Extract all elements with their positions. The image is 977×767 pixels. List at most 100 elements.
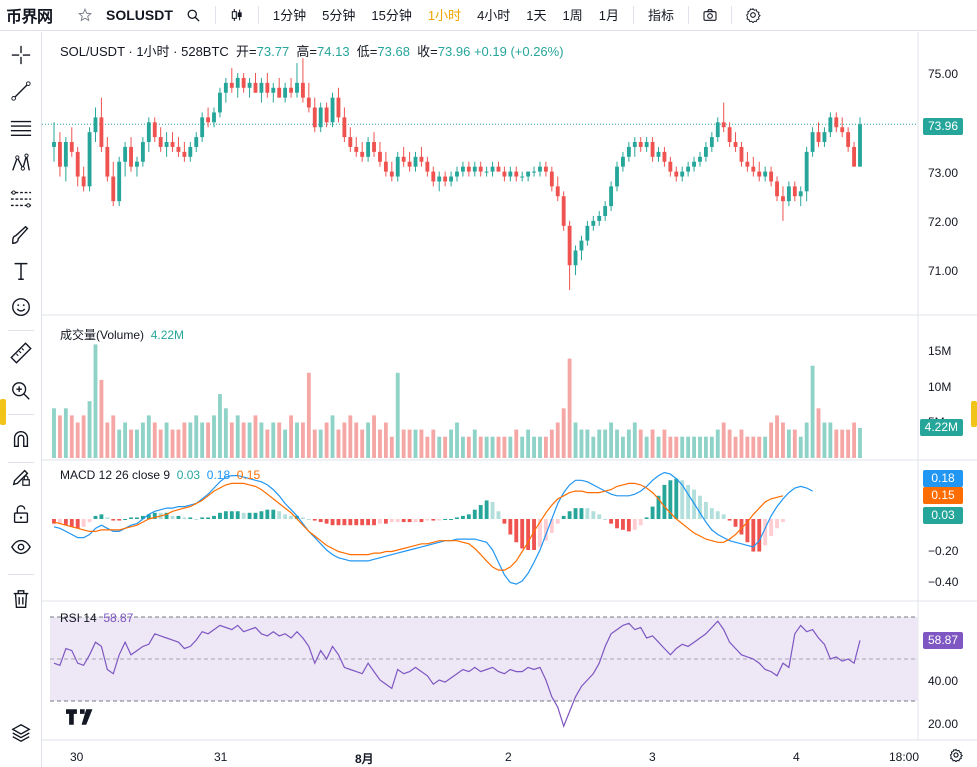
macd-histogram-bar bbox=[366, 519, 371, 526]
volume-bar bbox=[751, 436, 756, 458]
macd-histogram-bar bbox=[63, 519, 68, 526]
candle-body bbox=[306, 97, 311, 108]
macd-histogram-bar bbox=[763, 519, 768, 546]
macd-label: MACD 12 26 close 9 bbox=[60, 468, 171, 482]
candle-style-icon[interactable] bbox=[222, 0, 252, 31]
candle-body bbox=[312, 107, 317, 128]
eye-icon[interactable] bbox=[6, 532, 36, 562]
candle-body bbox=[526, 171, 531, 177]
emoji-icon[interactable] bbox=[6, 292, 36, 322]
candle-body bbox=[200, 117, 205, 138]
candle-body bbox=[123, 146, 128, 162]
volume-bar bbox=[472, 429, 477, 458]
rsi-value: 58.87 bbox=[103, 611, 134, 625]
macd-histogram-bar bbox=[662, 484, 667, 519]
macd-histogram-bar bbox=[709, 508, 714, 519]
candle-body bbox=[146, 122, 151, 143]
candle-body bbox=[792, 186, 797, 197]
pattern-tool-icon[interactable] bbox=[6, 148, 36, 178]
macd-histogram-bar bbox=[69, 519, 74, 527]
volume-bar bbox=[75, 422, 80, 458]
volume-bar bbox=[721, 422, 726, 458]
favorite-star-icon[interactable] bbox=[70, 0, 100, 31]
interval-5m[interactable]: 5分钟 bbox=[322, 7, 356, 23]
macd-histogram-bar bbox=[585, 508, 590, 519]
candle-body bbox=[484, 171, 489, 173]
tradingview-logo[interactable] bbox=[66, 708, 94, 731]
axis-settings-gear-icon[interactable] bbox=[944, 744, 968, 766]
candle-body bbox=[668, 161, 673, 172]
candle-body bbox=[680, 171, 685, 177]
trash-icon[interactable] bbox=[6, 584, 36, 614]
macd-histogram-bar bbox=[621, 519, 625, 530]
candle-body bbox=[609, 186, 614, 207]
macd-histogram-bar bbox=[757, 519, 762, 552]
volume-bar bbox=[58, 415, 62, 458]
volume-bar bbox=[283, 429, 288, 458]
zoom-in-icon[interactable] bbox=[6, 376, 36, 406]
expand-panel-handle[interactable] bbox=[971, 401, 977, 427]
toolbar-divider bbox=[8, 462, 34, 463]
macd-histogram-bar bbox=[656, 495, 661, 519]
magnet-icon[interactable] bbox=[6, 424, 36, 454]
macd-axis-label: −0.20 bbox=[928, 544, 959, 558]
text-tool-icon[interactable] bbox=[6, 256, 36, 286]
horizontal-lines-icon[interactable] bbox=[6, 112, 36, 142]
object-tree-icon[interactable] bbox=[6, 718, 36, 748]
crosshair-icon[interactable] bbox=[6, 40, 36, 70]
search-icon[interactable] bbox=[179, 0, 209, 31]
volume-bar bbox=[632, 422, 637, 458]
macd-histogram-bar bbox=[644, 517, 649, 519]
macd-histogram-bar bbox=[461, 515, 465, 519]
camera-icon[interactable] bbox=[695, 0, 725, 31]
brush-icon[interactable] bbox=[6, 220, 36, 250]
candle-body bbox=[218, 92, 222, 113]
volume-bar bbox=[852, 422, 856, 458]
candle-body bbox=[739, 146, 744, 162]
indicators-button[interactable]: 指标 bbox=[648, 7, 675, 23]
volume-bar bbox=[561, 408, 566, 458]
macd-histogram-bar bbox=[58, 519, 62, 524]
interval-1w[interactable]: 1周 bbox=[562, 7, 583, 23]
interval-1mo[interactable]: 1月 bbox=[598, 7, 619, 23]
interval-1d[interactable]: 1天 bbox=[526, 7, 547, 23]
unlock-icon[interactable] bbox=[6, 499, 36, 529]
macd-histogram-bar bbox=[271, 509, 276, 519]
macd-histogram-bar bbox=[609, 519, 614, 524]
volume-bar bbox=[348, 415, 353, 458]
drawing-toolbar bbox=[0, 32, 42, 767]
candle-body bbox=[692, 161, 696, 167]
volume-bar bbox=[698, 436, 702, 458]
lock-drawing-icon[interactable] bbox=[6, 462, 36, 492]
interval-4h[interactable]: 4小时 bbox=[477, 7, 511, 23]
symbol-name[interactable]: SOLUSDT bbox=[106, 7, 173, 23]
candle-body bbox=[212, 112, 216, 123]
candle-body bbox=[389, 171, 394, 177]
macd-histogram-bar bbox=[721, 514, 726, 519]
trend-line-icon[interactable] bbox=[6, 76, 36, 106]
macd-histogram-bar bbox=[306, 519, 311, 520]
settings-gear-icon[interactable] bbox=[738, 0, 768, 31]
interval-15m[interactable]: 15分钟 bbox=[371, 7, 412, 23]
macd-histogram-bar bbox=[431, 519, 436, 521]
candle-body bbox=[615, 166, 619, 187]
volume-bar bbox=[265, 429, 270, 458]
candle-body bbox=[348, 137, 353, 147]
macd-histogram-bar bbox=[395, 519, 400, 523]
interval-1m[interactable]: 1分钟 bbox=[272, 7, 307, 23]
candle-body bbox=[289, 87, 293, 93]
candle-body bbox=[490, 166, 495, 172]
candle-body bbox=[158, 137, 163, 147]
interval-1h[interactable]: 1小时 bbox=[427, 7, 462, 23]
candle-body bbox=[324, 107, 329, 123]
macd-histogram-bar bbox=[727, 519, 732, 521]
volume-bar bbox=[206, 422, 211, 458]
collapse-toolbar-handle[interactable] bbox=[0, 399, 6, 425]
fibonacci-icon[interactable] bbox=[6, 184, 36, 214]
volume-bar bbox=[135, 429, 139, 458]
site-logo[interactable]: 币界网 bbox=[0, 3, 70, 27]
volume-bar bbox=[235, 415, 240, 458]
macd-histogram-bar bbox=[176, 515, 181, 519]
ruler-icon[interactable] bbox=[6, 338, 36, 368]
